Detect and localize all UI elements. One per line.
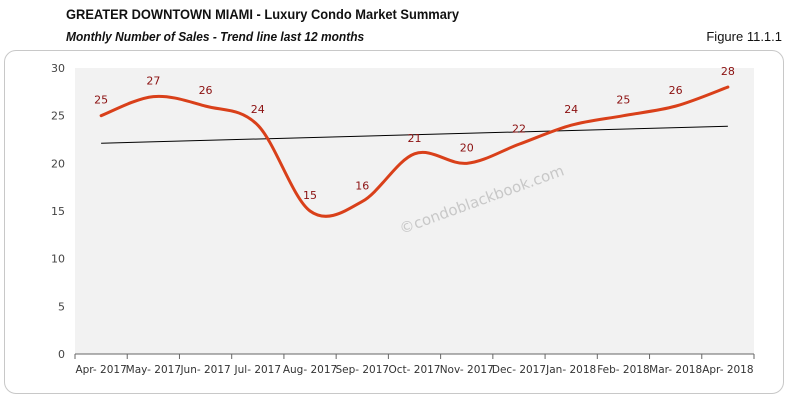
chart-frame bbox=[4, 50, 784, 394]
trend-line bbox=[101, 125, 728, 144]
data-label: 24 bbox=[564, 103, 578, 116]
y-tick-label: 30 bbox=[51, 62, 65, 75]
x-tick-label: May- 2017 bbox=[126, 364, 181, 376]
data-label: 22 bbox=[512, 122, 526, 135]
y-tick-label: 15 bbox=[51, 205, 65, 218]
data-label: 25 bbox=[616, 94, 630, 107]
data-label: 25 bbox=[94, 94, 108, 107]
x-tick-label: Aug- 2017 bbox=[283, 364, 337, 376]
data-label: 26 bbox=[669, 84, 683, 97]
x-tick-label: Jun- 2017 bbox=[179, 364, 230, 376]
data-label: 28 bbox=[721, 65, 735, 78]
y-tick-label: 10 bbox=[51, 253, 65, 266]
data-label: 15 bbox=[303, 189, 317, 202]
x-tick-label: Apr- 2018 bbox=[702, 364, 753, 376]
figure-number: Figure 11.1.1 bbox=[706, 29, 782, 44]
data-label: 26 bbox=[199, 84, 213, 97]
plot-area bbox=[75, 68, 754, 354]
x-tick-label: Feb- 2018 bbox=[597, 364, 649, 376]
y-tick-label: 25 bbox=[51, 110, 65, 123]
data-label: 24 bbox=[251, 103, 265, 116]
x-tick-label: Jan- 2018 bbox=[545, 364, 596, 376]
series-line bbox=[99, 85, 730, 218]
chart-subtitle: Monthly Number of Sales - Trend line las… bbox=[66, 29, 365, 44]
data-label: 16 bbox=[355, 179, 369, 192]
x-tick-label: Mar- 2018 bbox=[649, 364, 702, 376]
page-title: GREATER DOWNTOWN MIAMI - Luxury Condo Ma… bbox=[66, 6, 460, 22]
x-tick-label: Dec- 2017 bbox=[492, 364, 546, 376]
x-tick-label: Sep- 2017 bbox=[335, 364, 389, 376]
data-label: 20 bbox=[460, 141, 474, 154]
y-tick-label: 20 bbox=[51, 157, 65, 170]
x-tick-label: Apr- 2017 bbox=[75, 364, 126, 376]
y-tick-label: 5 bbox=[58, 300, 65, 313]
data-label: 21 bbox=[408, 132, 422, 145]
x-tick-label: Oct- 2017 bbox=[388, 364, 440, 376]
y-tick-label: 0 bbox=[58, 348, 65, 361]
x-tick-label: Nov- 2017 bbox=[440, 364, 494, 376]
x-tick-label: Jul- 2017 bbox=[234, 364, 282, 376]
data-label: 27 bbox=[146, 75, 160, 88]
